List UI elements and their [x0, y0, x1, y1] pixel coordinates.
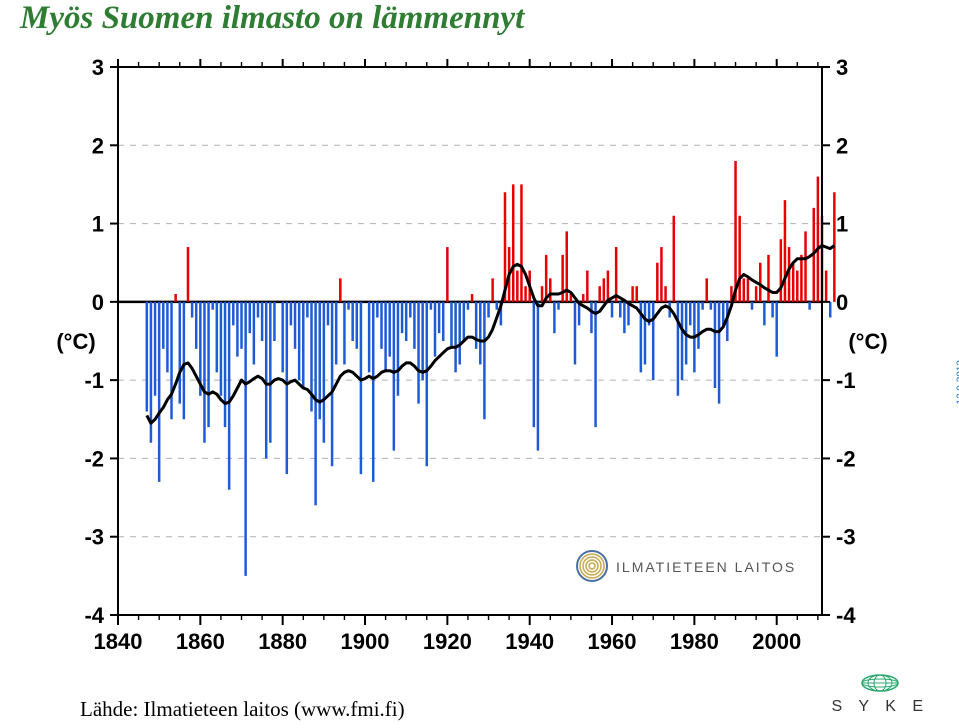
svg-text:1980: 1980	[670, 629, 719, 654]
svg-text:1: 1	[836, 212, 848, 237]
syke-text: S Y K E	[832, 698, 929, 716]
svg-text:(°C): (°C)	[848, 329, 887, 354]
chart-svg: -4 -3 -2 -1 0 1 2 3 -4 -3 -2 -1 0 1 2 3 (°C) (°C) 1840 1860…	[30, 45, 910, 665]
syke-globe-icon	[850, 673, 910, 693]
side-date: 12.9.2012	[955, 360, 959, 405]
svg-text:-4: -4	[84, 603, 104, 628]
svg-text:-2: -2	[836, 446, 856, 471]
svg-text:-1: -1	[84, 368, 104, 393]
svg-text:1880: 1880	[258, 629, 307, 654]
temperature-anomaly-chart: -4 -3 -2 -1 0 1 2 3 -4 -3 -2 -1 0 1 2 3 (°C) (°C) 1840 1860…	[30, 45, 910, 670]
svg-text:3: 3	[836, 55, 848, 80]
syke-logo: S Y K E	[832, 673, 929, 716]
svg-text:1860: 1860	[176, 629, 225, 654]
svg-text:-3: -3	[84, 525, 104, 550]
svg-text:0: 0	[92, 290, 104, 315]
svg-text:2000: 2000	[752, 629, 801, 654]
svg-text:(°C): (°C)	[56, 329, 95, 354]
title-text: Myös Suomen ilmasto on lämmennyt	[20, 0, 524, 36]
svg-text:1840: 1840	[94, 629, 143, 654]
svg-text:1900: 1900	[341, 629, 390, 654]
svg-text:1920: 1920	[423, 629, 472, 654]
svg-text:3: 3	[92, 55, 104, 80]
svg-text:1940: 1940	[505, 629, 554, 654]
svg-text:ILMATIETEEN LAITOS: ILMATIETEEN LAITOS	[616, 559, 796, 575]
svg-text:-3: -3	[836, 525, 856, 550]
svg-text:1: 1	[92, 212, 104, 237]
svg-text:1960: 1960	[588, 629, 637, 654]
svg-text:2: 2	[836, 133, 848, 158]
svg-text:-4: -4	[836, 603, 856, 628]
svg-text:2: 2	[92, 133, 104, 158]
svg-text:0: 0	[836, 290, 848, 315]
source-citation: Lähde: Ilmatieteen laitos (www.fmi.fi)	[80, 697, 405, 722]
slide-title: Myös Suomen ilmasto on lämmennyt	[20, 0, 524, 37]
svg-text:-1: -1	[836, 368, 856, 393]
svg-text:-2: -2	[84, 446, 104, 471]
